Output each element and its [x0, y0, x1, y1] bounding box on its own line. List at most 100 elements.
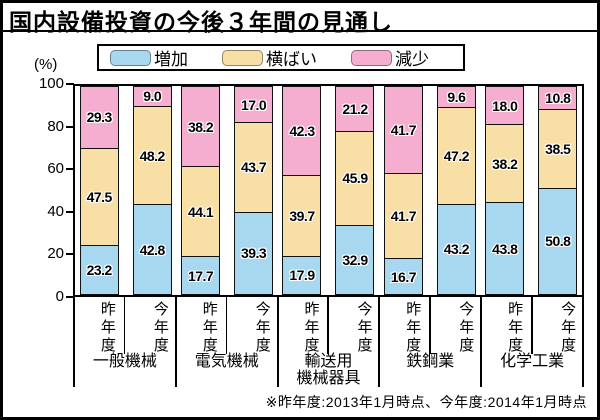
stacked-bar: 41.7 41.7 16.7	[383, 86, 423, 295]
value-label: 10.8	[545, 90, 571, 107]
legend-swatch-decrease	[351, 49, 392, 66]
value-label: 17.0	[240, 96, 267, 113]
pair-divider	[225, 297, 228, 354]
value-label: 9.6	[447, 88, 466, 105]
stacked-bar: 10.8 38.5 50.8	[538, 86, 578, 295]
value-label: 44.1	[187, 203, 214, 220]
segment-increase: 17.9	[283, 256, 321, 294]
stacked-bar: 9.6 47.2 43.2	[436, 86, 476, 295]
value-label: 21.2	[342, 100, 368, 117]
y-tick-mark	[66, 125, 74, 128]
stacked-bar: 21.2 45.9 32.9	[335, 86, 375, 295]
x-axis-label-area: 昨年度 今年度 一般機械 昨年度 今年度 電気機械 昨年度 今年度 輸送用 機械器具 昨年度 今年度鉄…	[73, 297, 584, 387]
y-tick-label: 100	[38, 75, 64, 92]
y-tick-mark	[66, 253, 74, 256]
segment-increase: 16.7	[384, 259, 422, 294]
pair-divider	[429, 297, 431, 354]
value-label: 38.2	[187, 118, 214, 135]
bar-label: 今年度	[253, 301, 271, 355]
value-label: 47.2	[443, 147, 470, 164]
category-label: 輸送用 機械器具	[296, 353, 361, 387]
legend-label-increase: 増加	[154, 50, 188, 69]
value-label: 43.7	[240, 159, 267, 176]
value-label: 42.8	[139, 241, 166, 258]
value-label: 38.5	[545, 141, 571, 158]
segment-flat: 41.7	[384, 173, 422, 260]
value-label: 48.2	[139, 147, 166, 164]
x-group: 昨年度 今年度 鉄鋼業	[378, 297, 480, 387]
segment-increase: 17.7	[182, 257, 220, 294]
segment-decrease: 29.3	[80, 87, 118, 148]
y-tick-mark	[66, 168, 74, 171]
segment-flat: 38.2	[486, 124, 524, 204]
value-label: 17.7	[187, 267, 214, 284]
stacked-bar: 17.0 43.7 39.3	[234, 86, 274, 295]
segment-decrease: 17.0	[235, 87, 273, 123]
value-label: 16.7	[390, 268, 417, 285]
plot-area: 29.3 47.5 23.2 9.0 48.2 42.8 38.2 44.1 17.7 17.0 4…	[73, 84, 584, 297]
x-group: 昨年度 今年度 化学工業	[480, 297, 582, 387]
value-label: 43.2	[443, 241, 470, 258]
segment-decrease: 10.8	[539, 87, 577, 110]
y-tick-mark	[66, 210, 74, 213]
bar-label-row: 昨年度 今年度	[380, 300, 480, 356]
category-label: 化学工業	[500, 353, 565, 370]
bar-label: 昨年度	[404, 301, 422, 355]
stacked-bar: 29.3 47.5 23.2	[79, 86, 119, 295]
bar-label-row: 昨年度 今年度	[279, 300, 379, 356]
value-label: 38.2	[492, 155, 518, 172]
segment-flat: 48.2	[133, 105, 171, 206]
value-label: 39.7	[289, 207, 315, 224]
segment-decrease: 9.0	[133, 87, 171, 106]
category-label: 電気機械	[194, 353, 259, 370]
x-group: 昨年度 今年度 電気機械	[174, 297, 277, 387]
bar-group: 42.3 39.7 17.9 21.2 45.9 32.9	[278, 86, 379, 295]
segment-increase: 50.8	[539, 188, 577, 294]
segment-decrease: 18.0	[486, 87, 524, 125]
y-tick-label: 80	[47, 117, 64, 135]
bar-label: 昨年度	[302, 301, 320, 355]
segment-increase: 39.3	[235, 212, 273, 294]
segment-decrease: 9.6	[437, 87, 475, 107]
value-label: 23.2	[86, 261, 113, 278]
value-label: 41.7	[390, 208, 417, 225]
y-tick-label: 0	[55, 288, 64, 305]
bar-group: 41.7 41.7 16.7 9.6 47.2 43.2	[379, 86, 480, 295]
stacked-bar: 18.0 38.2 43.8	[485, 86, 525, 295]
category-label: 一般機械	[92, 353, 157, 370]
value-label: 39.3	[240, 245, 267, 262]
bar-group: 38.2 44.1 17.7 17.0 43.7 39.3	[176, 86, 277, 295]
legend-label-flat: 横ばい	[266, 50, 317, 69]
segment-increase: 43.8	[486, 203, 524, 294]
segment-increase: 42.8	[133, 205, 171, 294]
y-tick-mark	[66, 296, 74, 298]
segment-flat: 38.5	[539, 109, 577, 189]
legend-swatch-flat	[222, 49, 263, 66]
value-label: 41.7	[390, 122, 417, 139]
value-label: 32.9	[342, 251, 368, 268]
bar-group: 29.3 47.5 23.2 9.0 48.2 42.8	[75, 86, 176, 295]
title-divider	[0, 30, 600, 32]
pair-divider	[531, 297, 533, 354]
segment-flat: 39.7	[283, 174, 321, 257]
segment-decrease: 42.3	[283, 87, 321, 175]
value-label: 9.0	[143, 88, 162, 105]
segment-increase: 23.2	[80, 245, 118, 294]
value-label: 47.5	[86, 188, 113, 205]
bar-label: 今年度	[559, 301, 577, 355]
legend-item-decrease: 減少	[351, 45, 429, 70]
value-label: 50.8	[545, 233, 571, 250]
legend: 増加 横ばい 減少	[97, 44, 465, 71]
segment-decrease: 41.7	[384, 87, 422, 174]
y-tick-label: 60	[47, 160, 64, 178]
pair-divider	[123, 297, 126, 354]
footnote: ※昨年度:2013年1月時点、今年度:2014年1月時点	[265, 394, 587, 410]
bar-label-row: 昨年度 今年度	[75, 300, 175, 356]
y-tick-label: 20	[47, 245, 64, 263]
legend-swatch-increase	[110, 49, 151, 66]
bar-label: 今年度	[151, 301, 169, 355]
bar-label: 昨年度	[98, 301, 116, 355]
legend-item-flat: 横ばい	[222, 45, 317, 70]
segment-increase: 32.9	[336, 225, 374, 294]
segment-flat: 45.9	[336, 130, 374, 226]
